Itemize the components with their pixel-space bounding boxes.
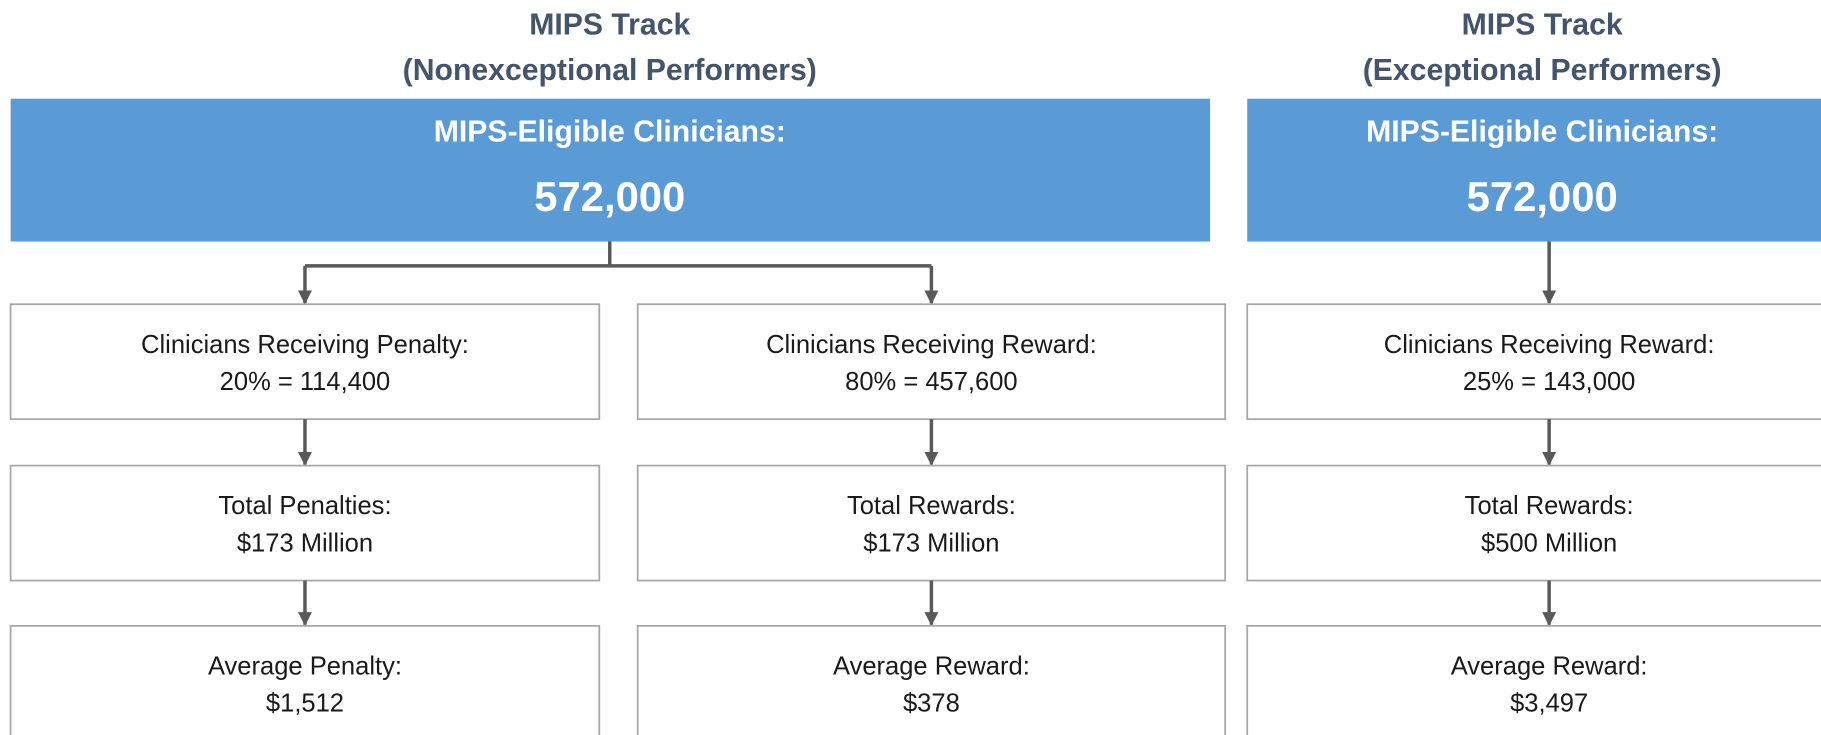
box — [9, 464, 601, 582]
header-value: 572,000 — [534, 173, 685, 220]
box — [1246, 624, 1821, 735]
box — [9, 303, 601, 421]
box-value: $3,497 — [1510, 690, 1588, 718]
track-title: MIPS Track — [529, 9, 690, 42]
box-label: Total Penalties: — [218, 492, 391, 520]
box-value: $1,512 — [266, 690, 344, 718]
box-label: Average Penalty: — [208, 652, 402, 680]
box-label: Average Reward: — [833, 652, 1030, 680]
box — [9, 624, 601, 735]
header-box — [10, 98, 1211, 242]
box — [1246, 303, 1821, 421]
box-label: Clinicians Receiving Reward: — [766, 331, 1097, 359]
box-label: Total Rewards: — [1465, 492, 1634, 520]
track-title: (Exceptional Performers) — [1363, 54, 1722, 87]
box-label: Clinicians Receiving Penalty: — [141, 331, 469, 359]
box-label: Total Rewards: — [847, 492, 1016, 520]
box-value: 25% = 143,000 — [1463, 368, 1635, 396]
box — [636, 303, 1227, 421]
box-value: $378 — [903, 690, 960, 718]
header-value: 572,000 — [1467, 173, 1618, 220]
box — [636, 464, 1227, 582]
box — [636, 624, 1227, 735]
box-label: Clinicians Receiving Reward: — [1384, 331, 1715, 359]
box-value: $173 Million — [237, 529, 373, 557]
header-label: MIPS-Eligible Clinicians: — [1366, 115, 1718, 148]
track-title: (Nonexceptional Performers) — [403, 54, 817, 87]
box — [1246, 464, 1821, 582]
header-box — [1247, 98, 1821, 242]
box-value: 80% = 457,600 — [845, 368, 1018, 396]
header-label: MIPS-Eligible Clinicians: — [434, 115, 786, 148]
box-value: 20% = 114,400 — [220, 368, 391, 396]
box-label: Average Reward: — [1451, 652, 1648, 680]
track-title: MIPS Track — [1462, 9, 1623, 42]
box-value: $500 Million — [1481, 529, 1617, 557]
box-value: $173 Million — [863, 529, 999, 557]
